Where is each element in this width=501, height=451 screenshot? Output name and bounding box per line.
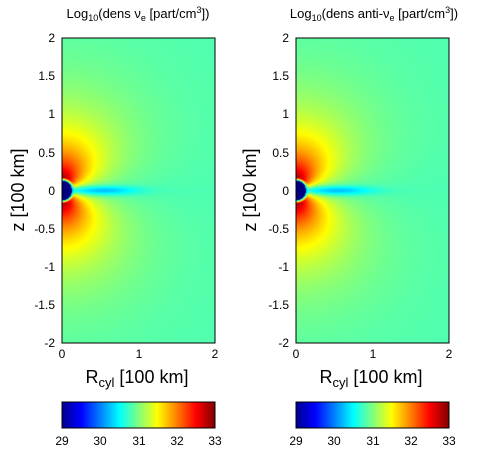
y-tick-label: 0.5 [272,146,289,160]
plot-frame [295,37,450,344]
y-tick-label: 2 [48,31,55,45]
panel-right: Log10(dens anti-νe [part/cm3]) 2 1.5 1 0… [240,5,458,448]
colorbar-tick-label: 32 [170,434,184,448]
colorbar-tick-label: 31 [132,434,146,448]
x-tick-label: 1 [136,347,143,361]
heatmap-image [62,38,215,343]
x-tick-label: 2 [212,347,219,361]
colorbar-tick-label: 32 [404,434,418,448]
y-tick-label: -1 [44,260,55,274]
y-axis-label: z [100 km] [240,148,260,231]
colorbar-tick-label: 33 [208,434,222,448]
y-axis-label: z [100 km] [8,148,28,231]
colorbar-tick-label: 29 [55,434,69,448]
panel-title: Log10(dens νe [part/cm3]) [67,5,210,23]
y-tick-label: -0.5 [34,222,55,236]
y-tick-label: -1.5 [34,298,55,312]
y-tick-label: 2 [282,31,289,45]
y-tick-label: -2 [44,336,55,350]
y-tick-label: -1 [278,260,289,274]
colorbar-gradient [61,401,216,429]
y-tick-label: -1.5 [268,298,289,312]
plot-frame [61,37,216,344]
x-axis-label: Rcyl [100 km] [320,367,423,390]
y-tick-label: 1.5 [38,69,55,83]
y-tick-labels: 2 1.5 1 0.5 0 -0.5 -1 -1.5 -2 [268,31,289,350]
y-tick-label: -2 [278,336,289,350]
y-tick-label: 0 [48,184,55,198]
colorbar-tick-label: 30 [327,434,341,448]
colorbar: 29 30 31 32 33 [55,401,222,448]
colorbar-tick-label: 31 [366,434,380,448]
y-tick-label: -0.5 [268,222,289,236]
colorbar-tick-label: 33 [442,434,456,448]
heatmap-plot [295,37,450,344]
colorbar: 29 30 31 32 33 [289,401,456,448]
panel-left: Log10(dens νe [part/cm3]) 2 1.5 1 0.5 0 … [8,5,222,448]
x-tick-label: 0 [293,347,300,361]
x-axis-label: Rcyl [100 km] [86,367,189,390]
y-tick-label: 1 [48,107,55,121]
y-tick-label: 1.5 [272,69,289,83]
colorbar-tick-label: 30 [93,434,107,448]
x-tick-label: 0 [59,347,66,361]
y-tick-labels: 2 1.5 1 0.5 0 -0.5 -1 -1.5 -2 [34,31,55,350]
colorbar-gradient [295,401,450,429]
y-tick-label: 1 [282,107,289,121]
x-tick-label: 1 [370,347,377,361]
x-tick-labels: 0 1 2 [293,347,453,361]
x-tick-labels: 0 1 2 [59,347,219,361]
y-tick-label: 0 [282,184,289,198]
heatmap-plot [61,37,216,344]
heatmap-image [296,38,449,343]
y-tick-label: 0.5 [38,146,55,160]
panel-title: Log10(dens anti-νe [part/cm3]) [290,5,458,23]
colorbar-tick-label: 29 [289,434,303,448]
x-tick-label: 2 [446,347,453,361]
